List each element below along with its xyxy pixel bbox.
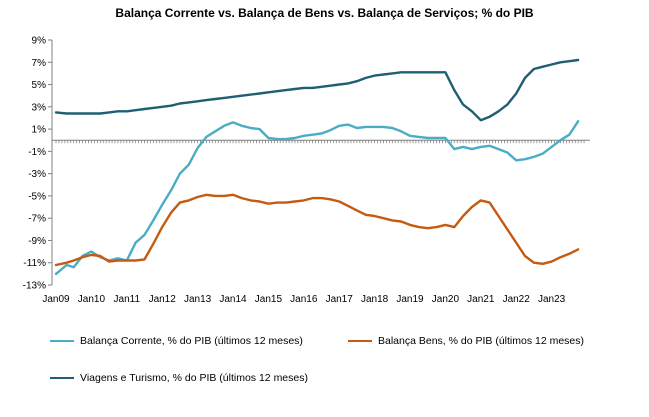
x-tick-label: Jan12 xyxy=(149,294,177,305)
y-tick-label: -9% xyxy=(28,236,46,247)
x-tick-label: Jan09 xyxy=(42,294,70,305)
y-tick-label: -3% xyxy=(28,169,46,180)
x-tick-label: Jan14 xyxy=(219,294,247,305)
y-tick-label: -1% xyxy=(28,147,46,158)
y-tick-label: -5% xyxy=(28,191,46,202)
legend-label-balanca-bens: Balança Bens, % do PIB (últimos 12 meses… xyxy=(378,335,585,347)
line-balanca-corrente xyxy=(54,120,580,276)
x-tick-label: Jan22 xyxy=(503,294,531,305)
x-tick-label: Jan18 xyxy=(361,294,389,305)
legend-item-viagens-turismo: Viagens e Turismo, % do PIB (últimos 12 … xyxy=(50,372,308,384)
x-tick-label: Jan21 xyxy=(467,294,495,305)
y-tick-label: 3% xyxy=(32,102,47,113)
legend-item-balanca-bens: Balança Bens, % do PIB (últimos 12 meses… xyxy=(348,335,584,347)
x-tick-label: Jan16 xyxy=(290,294,318,305)
y-tick-label: -7% xyxy=(28,214,46,225)
y-tick-labels: 9% 7% 5% 3% 1% -1% -3% -5% -7% -9% -11% -13% xyxy=(23,36,46,292)
legend-item-balanca-corrente: Balança Corrente, % do PIB (últimos 12 m… xyxy=(50,335,303,347)
legend-label-balanca-corrente: Balança Corrente, % do PIB (últimos 12 m… xyxy=(80,335,303,347)
line-viagens-turismo xyxy=(54,58,580,122)
legend-label-viagens-turismo: Viagens e Turismo, % do PIB (últimos 12 … xyxy=(80,372,308,384)
x-tick-label: Jan10 xyxy=(78,294,106,305)
x-tick-label: Jan15 xyxy=(255,294,283,305)
x-tick-label: Jan20 xyxy=(432,294,460,305)
y-tick-label: 9% xyxy=(32,36,47,47)
y-tick-label: 7% xyxy=(32,58,47,69)
legend-swatch-viagens-turismo xyxy=(50,377,74,379)
x-tick-labels: Jan09 Jan10 Jan11 Jan12 Jan13 Jan14 Jan15 Jan16… xyxy=(42,294,565,305)
x-tick-label: Jan13 xyxy=(184,294,212,305)
series-lines xyxy=(54,58,580,276)
x-tick-label: Jan17 xyxy=(326,294,354,305)
legend-swatch-balanca-corrente xyxy=(50,340,74,342)
x-tick-label: Jan19 xyxy=(396,294,424,305)
line-balanca-bens xyxy=(54,193,580,267)
y-tick-label: -11% xyxy=(23,258,46,269)
chart-title: Balança Corrente vs. Balança de Bens vs.… xyxy=(115,6,534,20)
y-tick-label: 5% xyxy=(32,80,47,91)
y-tick-label: -13% xyxy=(23,281,46,292)
x-tick-label: Jan11 xyxy=(114,294,141,305)
axes xyxy=(48,39,590,286)
y-tick-label: 1% xyxy=(32,125,47,136)
x-tick-label: Jan23 xyxy=(538,294,566,305)
legend-swatch-balanca-bens xyxy=(348,340,372,342)
